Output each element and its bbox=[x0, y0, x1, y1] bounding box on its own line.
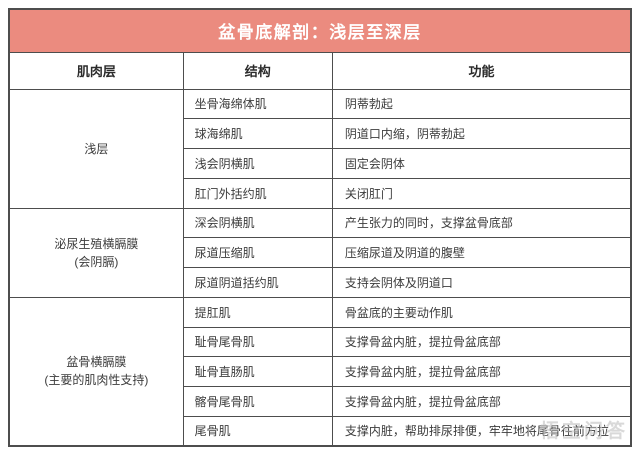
column-header-structure: 结构 bbox=[182, 51, 333, 90]
anatomy-table: 盆骨底解剖：浅层至深层 肌肉层 结构 功能 浅层 坐骨海绵体肌 阴蒂勃起 球海绵肌 阴道… bbox=[8, 8, 632, 447]
structure-cell: 球海绵肌 bbox=[182, 118, 333, 149]
column-header-row: 肌肉层 结构 功能 bbox=[8, 51, 632, 90]
structure-cell: 尿道压缩肌 bbox=[182, 237, 333, 268]
function-cell: 产生张力的同时，支撑盆骨底部 bbox=[331, 207, 632, 239]
function-cell: 关闭肛门 bbox=[331, 177, 632, 209]
muscle-layer-cell: 浅层 bbox=[8, 88, 184, 209]
muscle-layer-cell: 泌尿生殖横膈膜 (会阴膈) bbox=[8, 207, 184, 298]
table-row: 髂骨尾骨肌 支撑骨盆内脏，提拉骨盆底部 bbox=[9, 386, 632, 417]
structure-cell: 提肛肌 bbox=[182, 296, 333, 328]
table-row: 耻骨直肠肌 支撑骨盆内脏，提拉骨盆底部 bbox=[9, 356, 632, 387]
function-cell: 支撑骨盆内脏，提拉骨盆底部 bbox=[331, 326, 632, 358]
title-row: 盆骨底解剖：浅层至深层 bbox=[8, 8, 632, 53]
column-header-function: 功能 bbox=[331, 51, 632, 90]
table-row: 尿道阴道括约肌 支持会阴体及阴道口 bbox=[9, 267, 632, 298]
function-cell: 阴道口内缩，阴蒂勃起 bbox=[331, 118, 632, 149]
muscle-layer-subtitle: (主要的肌肉性支持) bbox=[44, 373, 149, 388]
muscle-layer-name: 浅层 bbox=[84, 141, 109, 156]
structure-cell: 尾骨肌 bbox=[182, 415, 333, 447]
table-row: 肛门外括约肌 关闭肛门 bbox=[9, 177, 632, 209]
muscle-layer-cell: 盆骨横膈膜 (主要的肌肉性支持) bbox=[8, 296, 184, 447]
function-cell: 阴蒂勃起 bbox=[331, 88, 632, 120]
function-cell: 支撑骨盆内脏，提拉骨盆底部 bbox=[331, 386, 632, 417]
structure-cell: 耻骨尾骨肌 bbox=[182, 326, 333, 358]
page-title: 盆骨底解剖：浅层至深层 bbox=[8, 8, 632, 53]
table-row: 耻骨尾骨肌 支撑骨盆内脏，提拉骨盆底部 bbox=[9, 326, 632, 358]
function-cell: 固定会阴体 bbox=[331, 148, 632, 179]
function-cell: 骨盆底的主要动作肌 bbox=[331, 296, 632, 328]
table-body: 浅层 坐骨海绵体肌 阴蒂勃起 球海绵肌 阴道口内缩，阴蒂勃起 浅会阴横肌 固定会阴体 肛门外括… bbox=[8, 88, 632, 447]
column-header-muscle-layer: 肌肉层 bbox=[8, 51, 184, 90]
structure-cell: 耻骨直肠肌 bbox=[182, 356, 333, 387]
table-row: 球海绵肌 阴道口内缩，阴蒂勃起 bbox=[9, 118, 632, 149]
function-cell: 支撑内脏，帮助排尿排便，牢牢地将尾骨往前方拉 bbox=[331, 415, 632, 447]
structure-cell: 深会阴横肌 bbox=[182, 207, 333, 239]
anatomy-table-wrap: 盆骨底解剖：浅层至深层 肌肉层 结构 功能 浅层 坐骨海绵体肌 阴蒂勃起 球海绵肌 阴道… bbox=[8, 8, 632, 447]
table-row: 浅层 坐骨海绵体肌 阴蒂勃起 bbox=[8, 88, 632, 209]
muscle-layer-name: 泌尿生殖横膈膜 bbox=[54, 236, 139, 251]
table-row: 泌尿生殖横膈膜 (会阴膈) 深会阴横肌 产生张力的同时，支撑盆骨底部 bbox=[8, 207, 632, 298]
structure-cell: 尿道阴道括约肌 bbox=[182, 267, 333, 298]
muscle-layer-subtitle: (会阴膈) bbox=[74, 254, 119, 269]
structure-cell: 浅会阴横肌 bbox=[182, 148, 333, 179]
function-cell: 支撑骨盆内脏，提拉骨盆底部 bbox=[331, 356, 632, 387]
table-row: 盆骨横膈膜 (主要的肌肉性支持) 提肛肌 骨盆底的主要动作肌 bbox=[8, 296, 632, 447]
structure-cell: 髂骨尾骨肌 bbox=[182, 386, 333, 417]
table-row: 尾骨肌 支撑内脏，帮助排尿排便，牢牢地将尾骨往前方拉 bbox=[9, 415, 632, 447]
table-row: 浅会阴横肌 固定会阴体 bbox=[9, 148, 632, 179]
function-cell: 支持会阴体及阴道口 bbox=[331, 267, 632, 298]
table-row: 尿道压缩肌 压缩尿道及阴道的腹壁 bbox=[9, 237, 632, 268]
function-cell: 压缩尿道及阴道的腹壁 bbox=[331, 237, 632, 268]
structure-cell: 坐骨海绵体肌 bbox=[182, 88, 333, 120]
structure-cell: 肛门外括约肌 bbox=[182, 177, 333, 209]
muscle-layer-name: 盆骨横膈膜 bbox=[66, 355, 127, 370]
